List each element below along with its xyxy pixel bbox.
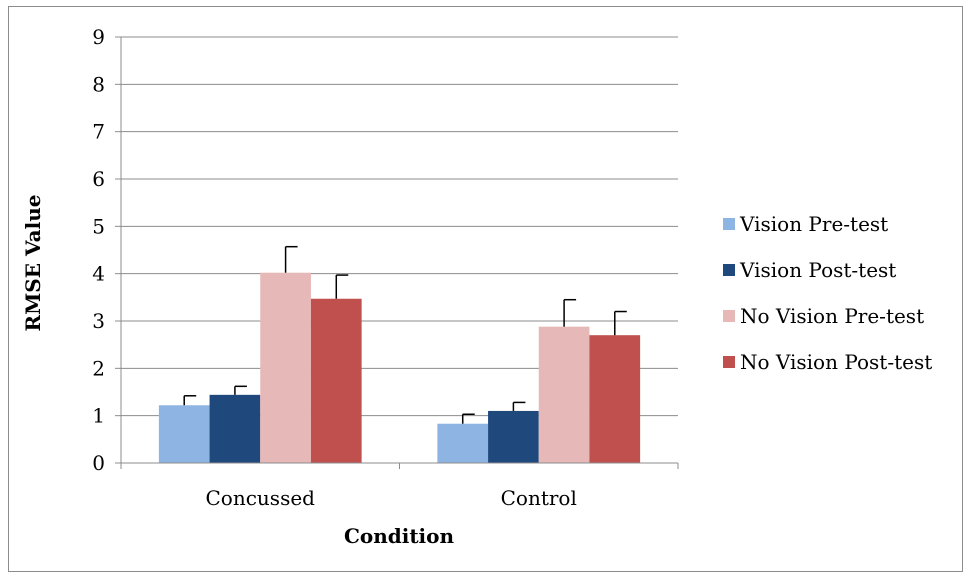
y-tick-label: 7 xyxy=(92,120,105,144)
bar xyxy=(310,298,362,463)
x-tick-labels: Concussed Control xyxy=(206,486,577,510)
legend-swatch xyxy=(723,310,735,322)
legend-label: Vision Post-test xyxy=(739,258,896,282)
bar xyxy=(538,326,590,463)
y-tick-label: 1 xyxy=(92,404,105,428)
y-tick-label: 0 xyxy=(92,451,105,475)
x-axis-title: Condition xyxy=(344,524,455,548)
chart-frame xyxy=(8,6,963,572)
error-bars xyxy=(183,245,627,424)
legend: Vision Pre-test Vision Post-test No Vision… xyxy=(723,212,932,374)
bar xyxy=(437,423,489,463)
legend-item: No Vision Pre-test xyxy=(723,304,924,328)
y-tick-labels: 0 1 2 3 4 5 6 7 8 9 xyxy=(92,25,105,475)
bars xyxy=(158,272,641,463)
y-tick-label: 9 xyxy=(92,25,105,49)
y-tick-label: 4 xyxy=(92,262,105,286)
y-tick-label: 8 xyxy=(92,72,105,96)
y-tick-label: 6 xyxy=(92,167,105,191)
bar xyxy=(589,335,641,463)
bar xyxy=(209,394,261,463)
legend-swatch xyxy=(723,264,735,276)
y-axis-title: RMSE Value xyxy=(21,195,45,332)
bar xyxy=(488,410,539,463)
y-tick-label: 3 xyxy=(92,309,105,333)
y-tick-label: 5 xyxy=(92,214,105,238)
y-tick-label: 2 xyxy=(92,356,105,380)
legend-label: No Vision Post-test xyxy=(740,350,932,374)
bar xyxy=(158,405,210,463)
x-tick-label: Control xyxy=(501,486,577,510)
legend-item: Vision Post-test xyxy=(723,258,896,282)
legend-item: No Vision Post-test xyxy=(723,350,932,374)
legend-label: No Vision Pre-test xyxy=(740,304,924,328)
bar xyxy=(260,272,311,463)
x-tick-label: Concussed xyxy=(206,486,316,510)
legend-swatch xyxy=(723,356,735,368)
axes xyxy=(115,36,679,469)
legend-label: Vision Pre-test xyxy=(739,212,888,236)
legend-item: Vision Pre-test xyxy=(723,212,888,236)
legend-swatch xyxy=(723,218,735,230)
